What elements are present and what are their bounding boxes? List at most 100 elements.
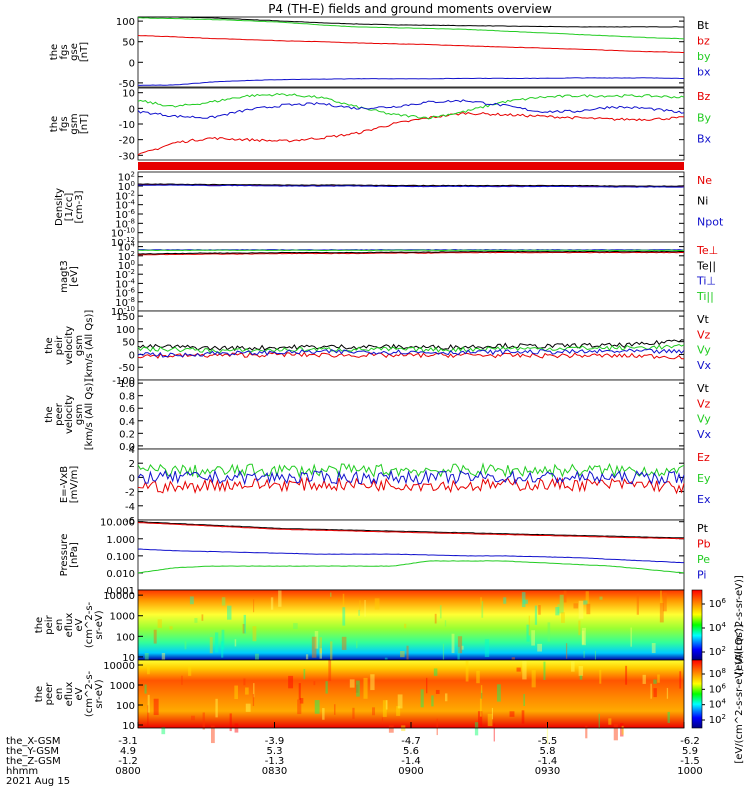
spectrogram-texture: [484, 639, 490, 658]
spectrogram-texture: [465, 661, 469, 682]
xtick-hhmm: 0900: [398, 766, 423, 777]
xtick-y_gsm: 5.8: [540, 746, 556, 757]
spectrogram-texture: [516, 667, 521, 672]
ylabel-peir_eflux: the peir en eflux eV (cm^2-s-sr-eV): [34, 601, 105, 648]
spectrogram-texture: [243, 678, 246, 686]
legend-density: Npot: [697, 215, 724, 228]
spectrogram-texture: [255, 653, 259, 664]
spectrogram-texture: [397, 694, 403, 709]
ytick-label: 10-10: [111, 305, 135, 318]
xaxis-row-label: the_Y-GSM: [6, 746, 59, 757]
spectrogram-texture: [314, 631, 319, 649]
panel-fgs: the fgs gse [nT] 100 50 0 -50 Bt bz by bx: [49, 16, 711, 90]
spectrogram-texture: [547, 622, 551, 642]
ytick-label: 1000: [110, 681, 135, 692]
legend-peir_velocity: Vx: [697, 359, 712, 372]
xtick-z_gsm: -1.2: [118, 756, 138, 767]
legend-fgs: Bt: [697, 19, 710, 32]
spectrogram-texture: [420, 689, 424, 708]
panel-peer_velocity: the peer velocity gsm [km/s (All Qs)] 1.00.80…: [44, 379, 712, 453]
spectrogram-texture: [435, 689, 440, 694]
series-line-density: [137, 184, 685, 188]
spectrogram-texture: [314, 700, 320, 714]
spectrogram-texture: [358, 609, 360, 616]
ylabel-pressure: Pressure [nPa]: [59, 534, 80, 577]
ylabel-line: velocity: [64, 395, 75, 434]
spectrogram-texture: [349, 679, 355, 688]
spectrogram-texture: [531, 670, 536, 688]
spectrogram-texture: [252, 694, 255, 707]
panel-frame: [137, 448, 685, 521]
ytick-label: 50: [122, 38, 135, 49]
spectrogram-texture: [319, 637, 322, 654]
series-line-efield: [137, 462, 685, 479]
spectrogram-texture: [546, 724, 549, 744]
xtick-x_gsm: -3.1: [118, 736, 138, 747]
spectrogram-texture: [157, 619, 162, 628]
spectrogram-texture: [363, 677, 368, 699]
ytick-label: 0.6: [119, 404, 135, 415]
ylabel-line: gse: [69, 43, 80, 61]
spectrogram-texture: [474, 722, 479, 736]
ytick-label: 10-6: [115, 287, 135, 300]
xaxis-row-label: the_X-GSM: [6, 736, 60, 747]
ylabel-line: velocity: [64, 326, 75, 365]
xtick-y_gsm: 4.9: [120, 746, 136, 757]
spectrogram-texture: [184, 641, 187, 650]
spectrogram-texture: [305, 654, 309, 660]
spectrogram-texture: [585, 591, 589, 606]
series-line-pressure: [137, 548, 684, 564]
series-line-fgs: [137, 16, 684, 28]
legend-temperature: Ti⊥: [696, 275, 716, 288]
spectrogram-texture: [581, 627, 586, 646]
ytick-label: 10-4: [115, 277, 135, 290]
ytick-label: -100: [112, 376, 135, 387]
spectrogram-texture: [325, 681, 328, 694]
panel-fgs_gsm: the fgs gsm [nT] 10 0 -10 -20 -30 Bz By Bx: [49, 87, 712, 162]
spectrogram-texture: [406, 645, 409, 661]
spectrogram-texture: [578, 666, 584, 676]
ytick-label: 100: [118, 180, 135, 193]
spectrogram-texture: [342, 607, 346, 626]
colorbar-peer_eflux: [691, 659, 703, 729]
spectrogram-texture: [434, 613, 437, 624]
series-line-pressure: [137, 521, 685, 539]
colorbar-tick-label: 104: [709, 698, 727, 711]
xaxis-row-label: 2021 Aug 15: [6, 776, 70, 787]
ylabel-line: eflux: [64, 682, 75, 707]
spectrogram-texture: [543, 661, 546, 680]
spectrogram-texture: [444, 693, 448, 702]
spectrogram-texture: [563, 590, 567, 603]
xaxis-row-label: the_Z-GSM: [6, 756, 61, 767]
xtick-x_gsm: -6.2: [680, 736, 700, 747]
spectrogram-texture: [161, 727, 166, 735]
legend-efield: Ey: [697, 472, 711, 485]
spectrogram-texture: [400, 651, 405, 658]
series-line-peir_velocity: [137, 339, 685, 352]
ylabel-efield: E=-VxB [mV/m]: [59, 466, 80, 504]
legend-pressure: Pb: [697, 538, 711, 551]
xtick-hhmm: 0800: [115, 766, 140, 777]
ytick-label: -20: [119, 136, 135, 147]
spectrogram-texture: [522, 660, 527, 680]
spectrogram-texture: [436, 718, 438, 736]
spectrogram-texture: [194, 618, 198, 623]
ytick-label: 0.2: [119, 429, 135, 440]
colorbar-label: [eV/(cm^2-s-sr-eV) (All Qs)]: [734, 624, 745, 763]
spectrogram-texture: [364, 600, 366, 617]
spectrogram-peer_eflux: [138, 660, 684, 728]
spectrogram-texture: [227, 605, 232, 620]
spectrogram-texture: [487, 713, 493, 727]
ytick-label: 100: [116, 325, 135, 336]
ytick-label: 0.8: [119, 392, 135, 403]
series-line-temperature: [137, 251, 685, 256]
spectrogram-texture: [636, 593, 639, 615]
spectrogram-texture: [147, 705, 149, 727]
spectrogram-texture: [189, 596, 194, 605]
spectrogram-texture: [481, 690, 483, 700]
legend-efield: Ez: [697, 451, 710, 464]
ylabel-line: [eV]: [69, 266, 80, 287]
ylabel-line: (cm^2-s-: [84, 670, 95, 717]
spectrogram-texture: [583, 650, 585, 658]
